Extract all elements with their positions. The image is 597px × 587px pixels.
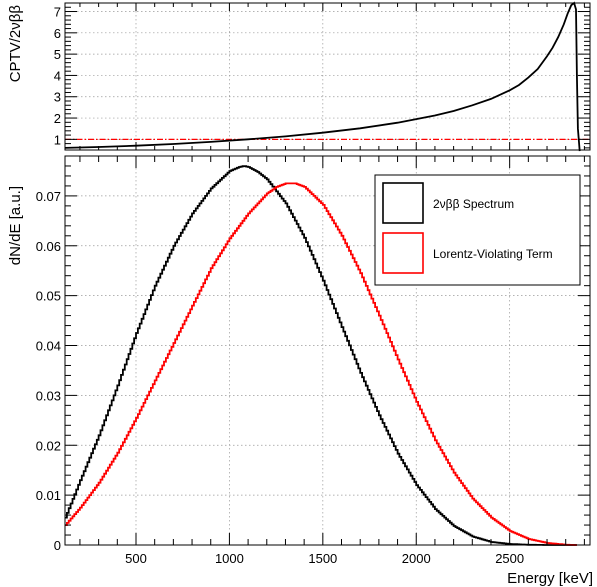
ratio-panel-frame xyxy=(64,2,591,151)
ratio-y-tick-label: 7 xyxy=(54,5,61,20)
ratio-series-line xyxy=(64,1,581,152)
x-tick-label: 2500 xyxy=(495,551,524,566)
y-tick-label: 0.02 xyxy=(36,438,61,453)
x-tick-label: 1000 xyxy=(215,551,244,566)
ratio-y-tick-label: 3 xyxy=(54,90,61,105)
series-line-lorentz-violating-term xyxy=(65,182,577,546)
ratio-panel-ticks: 1 2 3 4 5 6 7 xyxy=(54,3,590,150)
legend: 2νββ Spectrum Lorentz-Violating Term xyxy=(374,174,581,286)
series-line-2vbb-spectrum xyxy=(65,165,577,546)
x-tick-label: 2000 xyxy=(402,551,431,566)
x-axis-label: Energy [keV] xyxy=(507,570,593,587)
ratio-y-tick-label: 6 xyxy=(54,26,61,41)
y-tick-label: 0.01 xyxy=(36,488,61,503)
y-tick-label: 0.05 xyxy=(36,289,61,304)
y-tick-label: 0.03 xyxy=(36,388,61,403)
legend-swatch-lorentz-violating-term xyxy=(382,232,424,274)
ratio-y-tick-label: 4 xyxy=(54,68,61,83)
x-tick-label: 1500 xyxy=(308,551,337,566)
ratio-y-tick-label: 2 xyxy=(54,111,61,126)
spectrum-panel-frame xyxy=(64,155,591,546)
spectrum-panel-ticks: 500 1000 1500 2000 2500 0 0.01 0.02 0.03 0.04 0.05… xyxy=(36,156,590,566)
y-tick-label: 0.04 xyxy=(36,339,61,354)
y-tick-label: 0 xyxy=(54,538,61,553)
ratio-y-tick-label: 1 xyxy=(54,132,61,147)
ratio-panel: 1 2 3 4 5 6 7 CPTV/2νββ xyxy=(7,1,591,152)
legend-swatch-2vbb-spectrum xyxy=(382,182,424,224)
x-tick-label: 500 xyxy=(125,551,147,566)
y-tick-label: 0.06 xyxy=(36,239,61,254)
spectrum-y-axis-label: dN/dE [a.u.] xyxy=(7,186,24,265)
legend-label-lorentz-violating-term: Lorentz-Violating Term xyxy=(433,247,553,261)
ratio-y-axis-label: CPTV/2νββ xyxy=(7,5,24,83)
y-tick-label: 0.07 xyxy=(36,189,61,204)
legend-label-2vbb-spectrum: 2νββ Spectrum xyxy=(433,197,514,211)
ratio-panel-grid xyxy=(65,3,590,150)
ratio-y-tick-label: 5 xyxy=(54,47,61,62)
